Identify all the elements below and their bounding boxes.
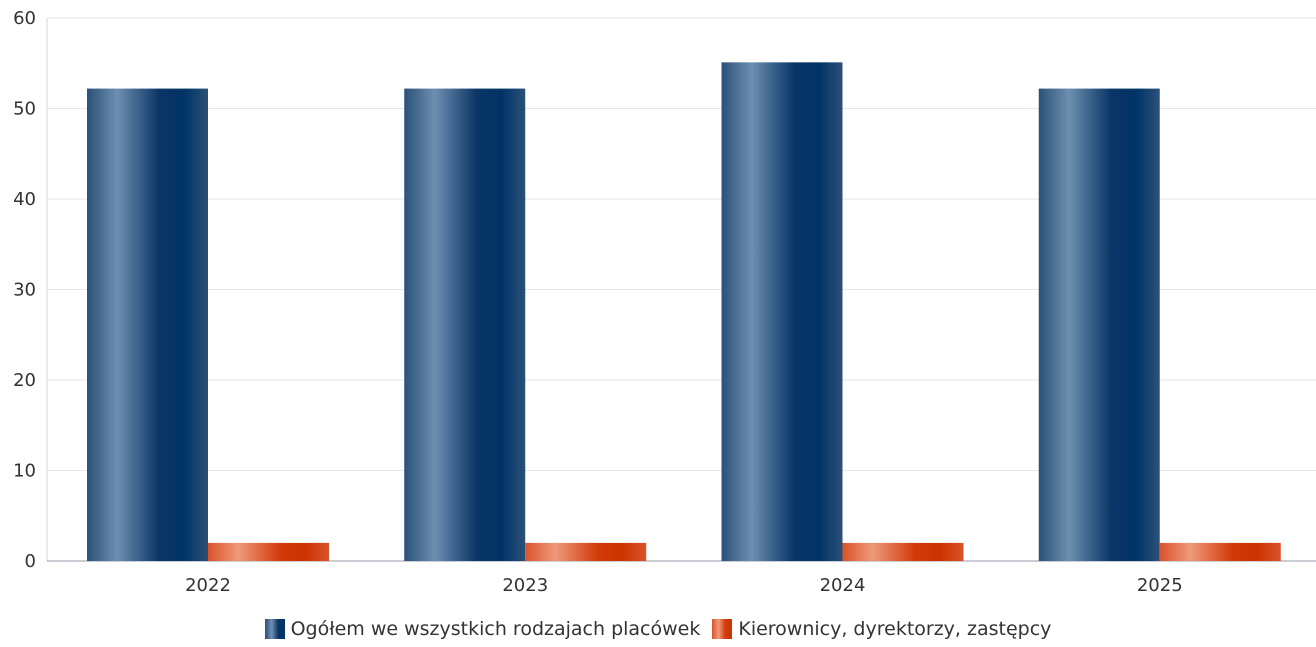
legend-label-managers: Kierownicy, dyrektorzy, zastępcy [738, 618, 1052, 640]
x-tick-label: 2025 [1137, 575, 1183, 596]
legend-item-total[interactable]: Ogółem we wszystkich rodzajach placówek [264, 618, 701, 640]
legend-swatch-managers [712, 619, 733, 639]
y-tick-label: 40 [13, 189, 36, 210]
legend-swatch-total [264, 619, 285, 639]
x-tick-label: 2022 [185, 575, 231, 596]
legend: Ogółem we wszystkich rodzajach placówek … [0, 618, 1316, 640]
y-tick-label: 10 [13, 461, 36, 482]
bar[interactable] [1159, 542, 1281, 561]
bars [87, 62, 1281, 561]
y-tick-label: 0 [25, 551, 36, 572]
legend-item-managers[interactable]: Kierownicy, dyrektorzy, zastępcy [712, 618, 1051, 640]
x-tick-label: 2024 [820, 575, 866, 596]
bar[interactable] [1038, 88, 1160, 561]
y-tick-label: 60 [13, 8, 36, 29]
y-tick-label: 20 [13, 370, 36, 391]
legend-label-total: Ogółem we wszystkich rodzajach placówek [290, 618, 701, 640]
x-tick-label: 2023 [502, 575, 548, 596]
y-tick-label: 50 [13, 99, 36, 120]
bar[interactable] [404, 88, 526, 561]
y-tick-label: 30 [13, 280, 36, 301]
bar[interactable] [525, 542, 647, 561]
bar[interactable] [87, 88, 208, 561]
bar[interactable] [208, 542, 329, 561]
bar[interactable] [842, 542, 964, 561]
bar-chart: 0 10 20 30 40 50 60 2022 2023 2024 2025 [13, 8, 1316, 596]
tick-labels: 0 10 20 30 40 50 60 2022 2023 2024 2025 [13, 8, 1183, 596]
bar[interactable] [721, 62, 843, 561]
